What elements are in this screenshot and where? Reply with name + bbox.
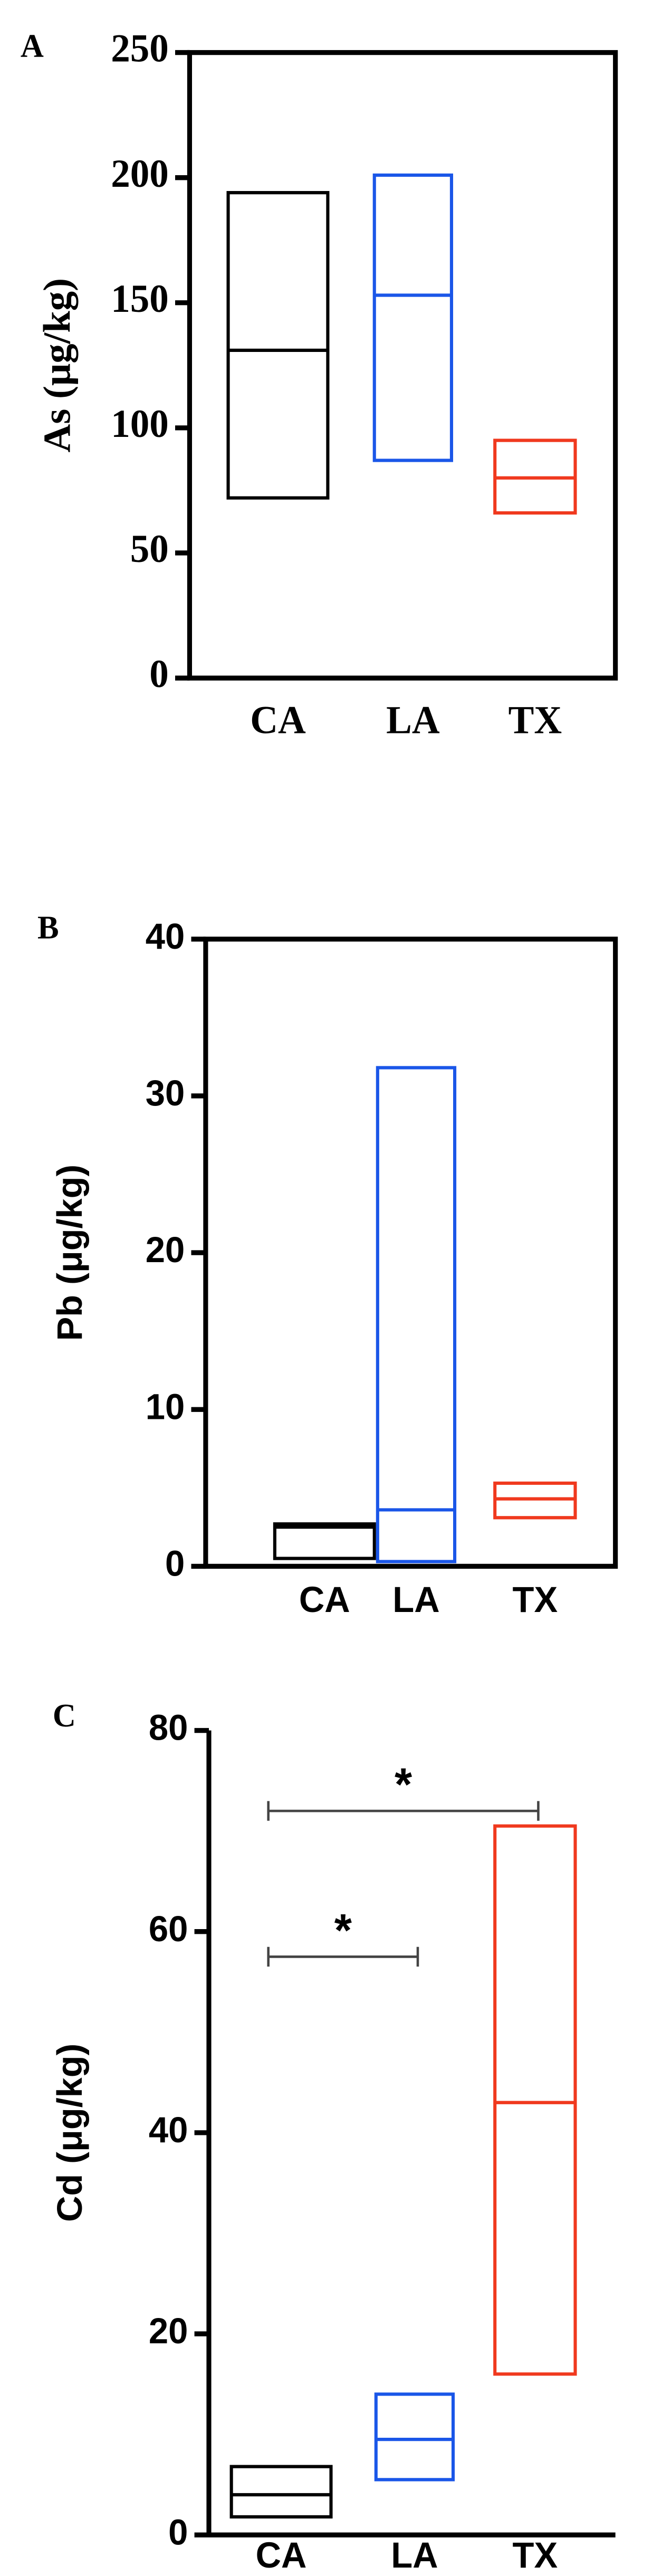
panel: B Pb (μg/kg) 0 10 20 30 40 CA LA TX [37, 910, 618, 1620]
x-tick-label: TX [513, 2535, 558, 2575]
y-tick-label: 250 [111, 26, 169, 70]
y-axis-title: As (μg/kg) [35, 278, 78, 453]
y-tick-label: 80 [149, 1708, 188, 1748]
box [226, 191, 330, 500]
box [374, 2392, 455, 2482]
y-tick-label: 100 [111, 402, 169, 445]
y-tick-label: 0 [149, 652, 169, 695]
plot-frame [203, 937, 618, 1569]
x-tick-label: CA [250, 698, 306, 742]
y-tick-label: 40 [149, 2110, 188, 2150]
box [229, 2465, 333, 2519]
significance-label: * [334, 1905, 352, 1956]
x-tick-label: CA [299, 1580, 350, 1620]
box [372, 173, 454, 462]
y-tick-label: 20 [149, 2311, 188, 2351]
x-tick-label: LA [386, 698, 440, 742]
y-axis-title: Pb (μg/kg) [50, 1165, 89, 1341]
box [493, 1824, 577, 2376]
y-tick-label: 10 [146, 1387, 185, 1427]
box [273, 1522, 376, 1560]
x-tick-label: TX [513, 1580, 558, 1620]
x-tick-label: LA [391, 2535, 438, 2575]
x-tick-label: TX [509, 698, 562, 742]
panel-label: A [21, 28, 44, 64]
panel: A As (μg/kg) 0 50 100 150 200 250 CA LA TX [21, 26, 618, 742]
x-tick-label: LA [392, 1580, 439, 1620]
y-tick-label: 40 [146, 917, 185, 957]
y-tick-label: 200 [111, 151, 169, 195]
y-tick-label: 0 [168, 2513, 188, 2553]
significance-label: * [395, 1759, 412, 1810]
x-tick-label: CA [256, 2535, 307, 2575]
y-axis-title: Cd (μg/kg) [50, 2044, 89, 2222]
y-tick-label: 60 [149, 1909, 188, 1949]
panel: C Cd (μg/kg) 0 20 40 60 80 CA LA TX * * [50, 1697, 616, 2575]
y-tick-label: 50 [130, 527, 169, 570]
y-tick-label: 30 [146, 1073, 185, 1113]
panel-label: C [53, 1697, 76, 1734]
y-tick-label: 0 [165, 1544, 185, 1584]
panel-label: B [37, 910, 59, 946]
y-tick-label: 20 [146, 1230, 185, 1271]
plot-frame [187, 50, 618, 681]
box [376, 1066, 457, 1563]
y-tick-label: 150 [111, 276, 169, 320]
